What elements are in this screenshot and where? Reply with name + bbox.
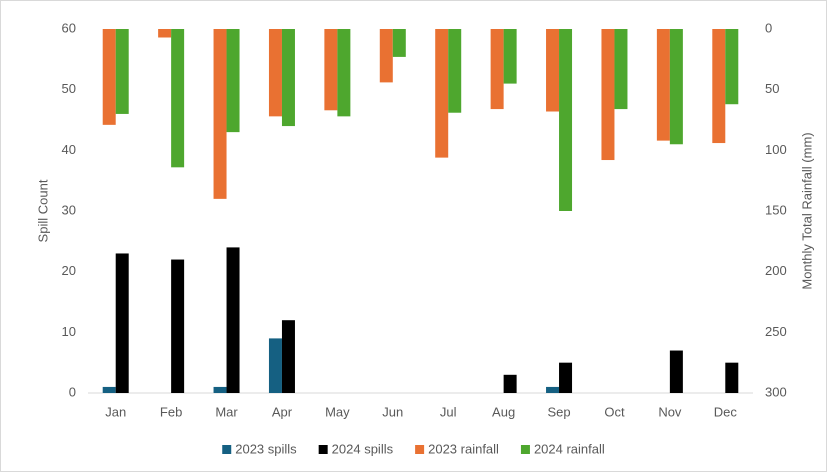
spill-bar: [725, 362, 739, 393]
spill-bar: [559, 362, 573, 393]
x-tick-label: Jul: [440, 404, 457, 419]
y-tick-label: 10: [62, 324, 76, 339]
rainfall-bar: [490, 29, 504, 110]
x-tick-label: Jun: [382, 404, 403, 419]
rainfall-bar: [337, 29, 351, 117]
y2-tick-label: 150: [765, 202, 787, 217]
x-tick-label: May: [325, 404, 350, 419]
y2-tick-label: 0: [765, 20, 772, 35]
spill-bar: [171, 259, 185, 393]
rainfall-bar: [392, 29, 406, 57]
rainfall-bar: [324, 29, 338, 111]
rainfall-bar: [379, 29, 393, 83]
y2-tick-label: 250: [765, 324, 787, 339]
rainfall-bar: [281, 29, 295, 127]
y2-tick-label: 50: [765, 81, 779, 96]
x-tick-label: Mar: [215, 404, 238, 419]
x-tick-label: Jan: [105, 404, 126, 419]
x-tick-label: Feb: [160, 404, 182, 419]
rainfall-bar: [213, 29, 227, 199]
rainfall-bar: [614, 29, 628, 110]
spill-bar: [503, 374, 517, 393]
rainfall-bar: [559, 29, 573, 211]
spill-bar: [268, 338, 282, 393]
y-tick-label: 60: [62, 20, 76, 35]
y-tick-label: 50: [62, 81, 76, 96]
y2-tick-label: 300: [765, 384, 787, 399]
rainfall-bar: [435, 29, 449, 158]
spill-bar: [213, 386, 227, 393]
y-tick-label: 30: [62, 202, 76, 217]
rainfall-bar: [725, 29, 739, 105]
rainfall-bar: [546, 29, 560, 112]
legend-label: 2023 spills: [235, 441, 297, 456]
x-tick-label: Sep: [547, 404, 570, 419]
spill-bar: [226, 247, 240, 393]
rainfall-bar: [115, 29, 129, 114]
spill-bar: [546, 386, 560, 393]
spill-bar: [102, 386, 116, 393]
spill-bar: [115, 253, 129, 393]
x-tick-label: Nov: [658, 404, 682, 419]
x-tick-label: Oct: [604, 404, 625, 419]
rainfall-bar: [601, 29, 615, 161]
spill-bar: [281, 320, 295, 393]
x-tick-label: Dec: [714, 404, 738, 419]
y-tick-label: 40: [62, 142, 76, 157]
rainfall-bar: [656, 29, 670, 141]
x-tick-label: Apr: [272, 404, 293, 419]
spill-bar: [669, 350, 683, 393]
rainfall-bar: [448, 29, 462, 113]
legend-swatch: [318, 445, 328, 454]
legend-swatch: [222, 445, 232, 454]
rainfall-bar: [102, 29, 116, 125]
y-tick-label: 20: [62, 263, 76, 278]
rainfall-bar: [503, 29, 517, 84]
legend-swatch: [415, 445, 425, 454]
y2-tick-label: 200: [765, 263, 787, 278]
legend-label: 2024 spills: [332, 441, 394, 456]
y2-axis-label: Monthly Total Rainfall (mm): [799, 132, 814, 289]
legend-label: 2024 rainfall: [534, 441, 605, 456]
rainfall-bar: [171, 29, 185, 168]
rainfall-bar: [158, 29, 172, 38]
y-tick-label: 0: [69, 384, 76, 399]
legend-label: 2023 rainfall: [428, 441, 499, 456]
rainfall-bar: [712, 29, 726, 144]
rainfall-bar: [226, 29, 240, 133]
y-axis-label: Spill Count: [35, 179, 50, 242]
y2-tick-label: 100: [765, 142, 787, 157]
legend-swatch: [520, 445, 530, 454]
x-tick-label: Aug: [492, 404, 515, 419]
rainfall-bar: [669, 29, 683, 145]
rainfall-bar: [268, 29, 282, 117]
